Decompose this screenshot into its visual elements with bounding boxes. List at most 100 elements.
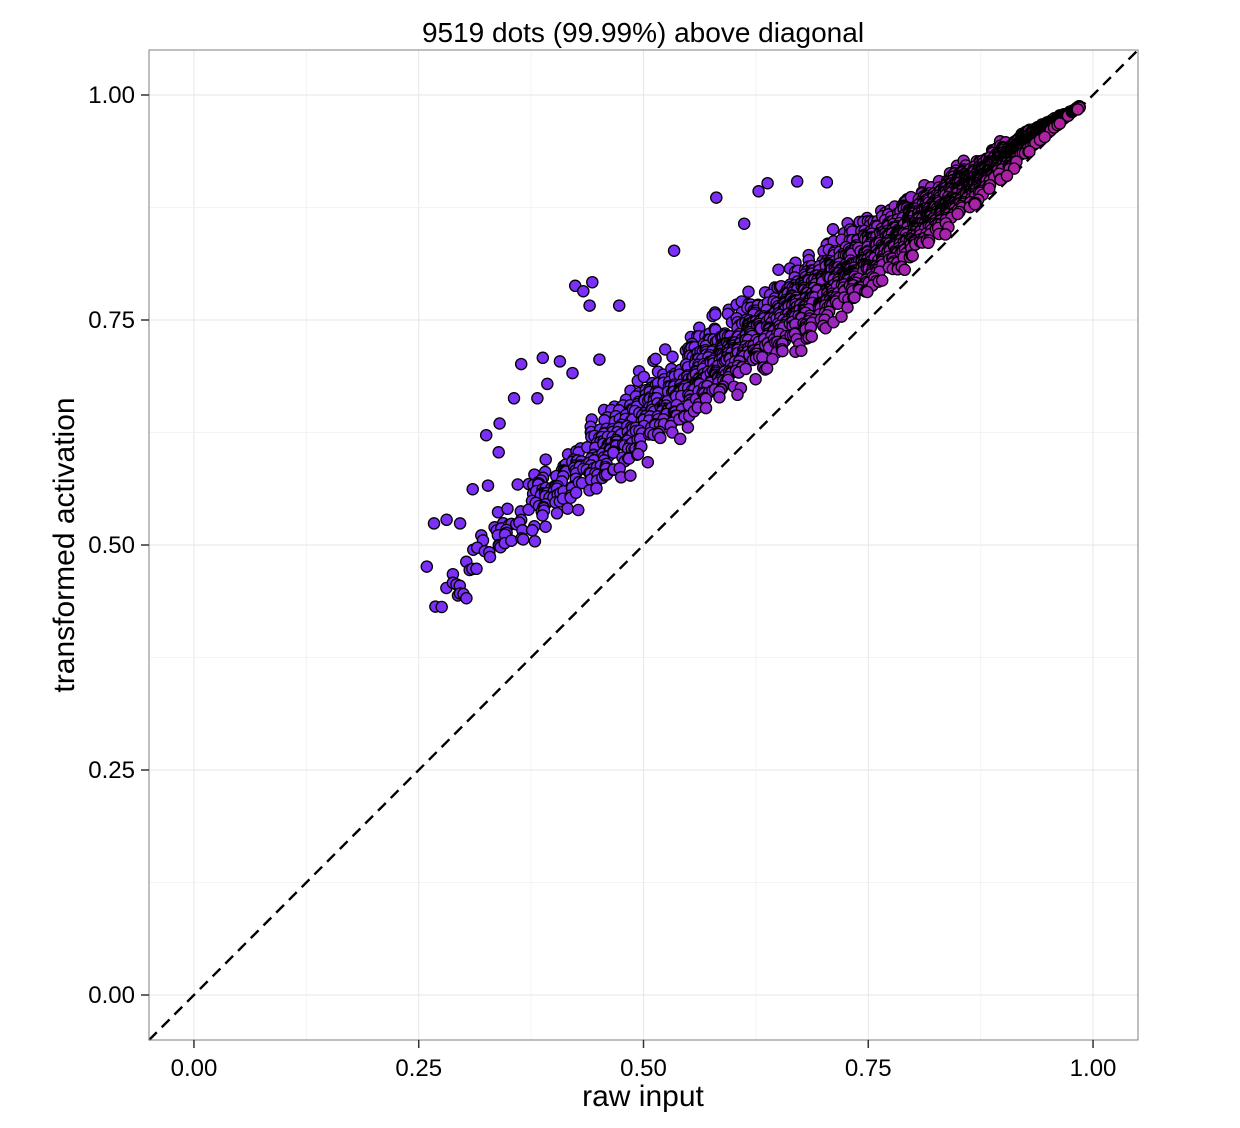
- data-point: [795, 344, 808, 357]
- x-tick-label: 0.75: [845, 1055, 892, 1082]
- data-point: [861, 285, 874, 299]
- data-point: [541, 377, 554, 391]
- x-axis: 0.00 0.25 0.50 0.75 1.00: [171, 1040, 1117, 1082]
- data-point: [536, 509, 549, 522]
- data-point: [752, 185, 765, 198]
- data-point: [539, 453, 552, 466]
- data-point: [427, 517, 441, 530]
- data-point: [590, 482, 603, 495]
- data-point: [820, 176, 834, 189]
- data-point: [875, 274, 889, 287]
- data-point: [550, 507, 564, 520]
- data-point: [790, 175, 804, 188]
- data-point: [553, 355, 567, 368]
- data-point: [760, 362, 774, 375]
- data-point: [435, 600, 448, 614]
- data-point: [511, 478, 524, 491]
- data-point: [566, 366, 579, 380]
- data-point: [525, 524, 539, 537]
- data-point: [699, 401, 713, 415]
- data-point: [654, 431, 667, 445]
- data-point: [505, 534, 518, 547]
- data-point: [479, 428, 493, 442]
- y-axis: 0.00 0.25 0.50 0.75 1.00: [88, 82, 149, 1009]
- data-point: [776, 344, 789, 358]
- data-point: [586, 275, 599, 289]
- data-point: [761, 176, 774, 190]
- data-point: [624, 469, 637, 482]
- data-point: [922, 236, 935, 250]
- data-point: [572, 503, 585, 517]
- data-point: [805, 330, 818, 343]
- data-point: [772, 263, 785, 276]
- data-point: [1038, 130, 1052, 144]
- data-point: [492, 446, 505, 459]
- x-tick-label: 1.00: [1070, 1055, 1117, 1082]
- data-point: [673, 432, 687, 446]
- data-point: [848, 291, 861, 304]
- y-axis-title: transformed activation: [48, 397, 81, 692]
- data-point: [539, 520, 552, 533]
- x-tick-label: 0.50: [620, 1055, 667, 1082]
- data-point: [737, 217, 751, 230]
- data-point: [583, 299, 596, 312]
- data-point: [1053, 117, 1067, 130]
- data-point: [756, 350, 769, 364]
- x-tick-label: 0.25: [395, 1055, 442, 1082]
- y-tick-label: 0.00: [88, 982, 135, 1009]
- chart-title: 9519 dots (99.99%) above diagonal: [422, 17, 864, 48]
- data-point: [466, 482, 479, 496]
- data-point: [637, 370, 651, 384]
- data-point: [951, 207, 964, 221]
- data-point: [420, 560, 434, 573]
- y-tick-label: 0.25: [88, 757, 135, 784]
- y-tick-label: 0.50: [88, 532, 135, 559]
- data-point: [939, 228, 952, 241]
- data-point: [749, 372, 762, 386]
- x-tick-label: 0.00: [171, 1055, 218, 1082]
- data-point: [841, 301, 854, 314]
- data-point: [713, 391, 726, 404]
- data-point: [501, 502, 514, 516]
- data-point: [1023, 145, 1036, 158]
- data-point: [612, 299, 626, 312]
- data-points: [420, 99, 1086, 614]
- data-point: [453, 517, 467, 530]
- data-point: [440, 513, 453, 527]
- grid-lines: [149, 50, 1138, 1040]
- data-point: [649, 352, 662, 366]
- data-point: [569, 486, 583, 499]
- data-point: [641, 455, 655, 469]
- data-point: [470, 562, 483, 576]
- data-point: [1000, 169, 1014, 183]
- data-point: [631, 447, 645, 461]
- data-point: [483, 550, 497, 564]
- data-point: [516, 533, 530, 546]
- data-point: [826, 223, 840, 236]
- data-point: [898, 263, 911, 277]
- data-point: [667, 244, 681, 257]
- data-point: [658, 343, 672, 356]
- data-point: [983, 182, 996, 195]
- data-point: [528, 535, 542, 548]
- data-point: [493, 417, 506, 430]
- data-point: [766, 352, 779, 366]
- data-point: [531, 392, 544, 405]
- data-point: [709, 308, 722, 321]
- data-point: [968, 197, 982, 211]
- data-point: [561, 502, 574, 515]
- data-point: [514, 357, 528, 371]
- data-point: [731, 388, 744, 402]
- data-point: [481, 479, 495, 492]
- data-point: [906, 249, 919, 262]
- data-point: [835, 310, 848, 323]
- data-point: [1071, 103, 1085, 116]
- x-axis-title: raw input: [582, 1080, 704, 1113]
- y-tick-label: 1.00: [88, 82, 135, 109]
- data-point: [666, 350, 679, 364]
- y-tick-label: 0.75: [88, 307, 135, 334]
- data-point: [460, 591, 473, 605]
- data-point: [681, 421, 695, 434]
- data-point: [507, 392, 521, 405]
